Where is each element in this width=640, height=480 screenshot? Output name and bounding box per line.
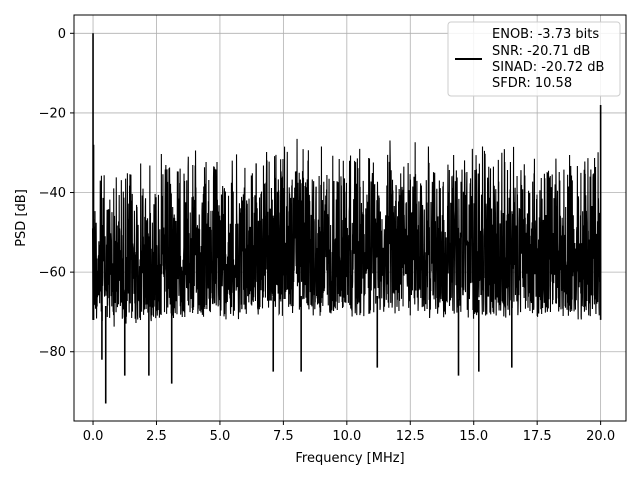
y-tick-label: −20 [39,106,66,121]
y-axis-ticks: 0 −20 −40 −60 −80 [39,27,74,360]
plot-area [91,33,602,404]
x-tick-label: 5.0 [210,429,231,444]
legend: ENOB: -3.73 bits SNR: -20.71 dB SINAD: -… [447,21,621,97]
x-tick-label: 15.0 [459,429,488,444]
x-tick-label: 20.0 [586,429,615,444]
y-tick-label: 0 [58,27,66,42]
legend-box [447,21,621,97]
x-axis-label: Frequency [MHz] [295,451,404,466]
x-tick-label: 12.5 [396,429,425,444]
y-tick-label: −80 [39,345,66,360]
y-tick-label: −40 [39,186,66,201]
y-axis-label: PSD [dB] [14,189,29,247]
x-tick-label: 17.5 [523,429,552,444]
x-axis-ticks: 0.0 2.5 5.0 7.5 10.0 12.5 15.0 17.5 20.0 [83,421,615,444]
legend-line-snr: SNR: -20.71 dB [492,44,590,59]
x-tick-label: 10.0 [332,429,361,444]
psd-series-line [91,138,602,327]
x-tick-label: 7.5 [273,429,294,444]
x-tick-label: 2.5 [146,429,167,444]
legend-line-sfdr: SFDR: 10.58 [492,76,572,91]
axes-frame [73,14,627,422]
legend-line-sinad: SINAD: -20.72 dB [492,60,604,75]
x-tick-label: 0.0 [83,429,104,444]
y-tick-label: −60 [39,266,66,281]
legend-line-enob: ENOB: -3.73 bits [492,27,599,42]
